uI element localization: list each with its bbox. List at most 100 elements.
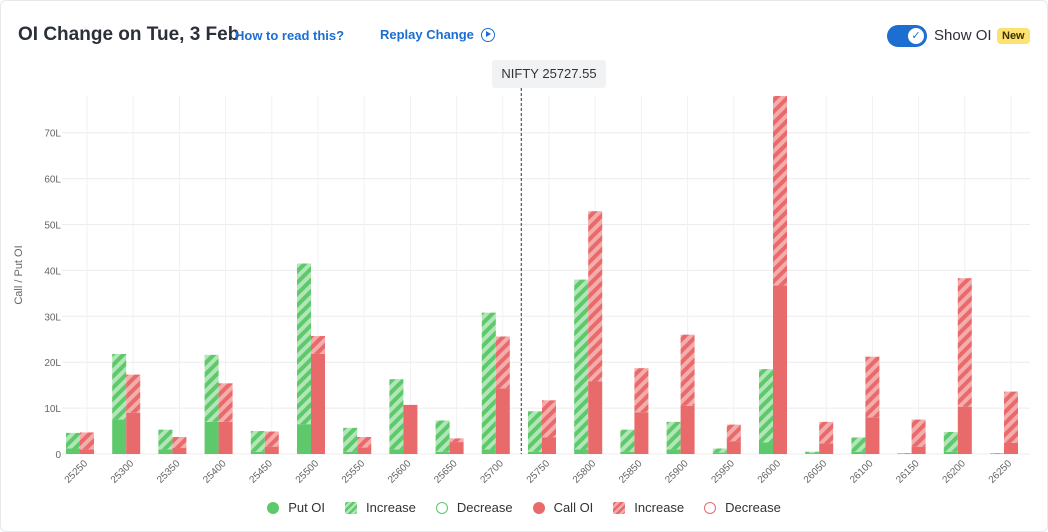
put-increase-bar — [158, 429, 173, 450]
x-tick-label: 25500 — [294, 458, 322, 486]
call-oi-bar — [819, 443, 834, 454]
x-tick-label: 25900 — [663, 458, 691, 486]
put-increase-bar — [574, 279, 589, 450]
show-oi-toggle[interactable]: ✓ — [887, 25, 927, 47]
replay-change-button[interactable]: Replay Change — [380, 27, 495, 42]
x-tick-label: 25550 — [340, 458, 368, 486]
put-oi-bar — [204, 421, 219, 454]
page-title: OI Change on Tue, 3 Feb — [18, 24, 240, 45]
legend-swatch-icon — [345, 501, 358, 514]
call-increase-bar — [819, 421, 834, 444]
call-increase-bar — [218, 383, 233, 422]
put-oi-bar — [435, 451, 450, 454]
put-increase-bar — [66, 432, 80, 449]
play-circle-icon — [480, 27, 495, 42]
legend-label: Increase — [366, 500, 416, 515]
call-oi-bar — [403, 405, 418, 454]
legend-swatch-icon — [267, 501, 280, 514]
x-tick-label: 26150 — [894, 458, 922, 486]
x-tick-label: 25700 — [478, 458, 506, 486]
check-icon: ✓ — [908, 28, 924, 44]
put-oi-bar — [759, 442, 773, 454]
call-oi-bar — [680, 405, 695, 454]
legend-label: Put OI — [288, 500, 326, 515]
put-oi-bar — [343, 451, 358, 454]
x-tick-label: 25650 — [432, 458, 460, 486]
call-oi-bar — [80, 449, 94, 454]
put-oi-bar — [851, 451, 866, 454]
y-tick-label: 70L — [44, 129, 61, 140]
x-tick-label: 26100 — [848, 458, 876, 486]
x-tick-label: 25750 — [525, 458, 553, 486]
call-increase-bar — [680, 334, 695, 406]
put-increase-bar — [620, 429, 635, 452]
legend-item-call-outline[interactable]: Decrease — [704, 500, 781, 515]
legend-label: Decrease — [725, 500, 781, 515]
call-increase-bar — [1004, 391, 1018, 443]
call-oi-bar — [634, 412, 649, 454]
x-tick-label: 25300 — [109, 458, 137, 486]
call-increase-bar — [357, 437, 372, 448]
legend-item-put-hatch[interactable]: Increase — [345, 500, 416, 515]
legend-item-put-outline[interactable]: Decrease — [435, 500, 513, 515]
x-tick-label: 25950 — [709, 458, 737, 486]
y-tick-label: 50L — [44, 221, 61, 232]
y-axis-label: Call / Put OI — [13, 245, 25, 304]
x-tick-label: 25400 — [201, 458, 229, 486]
call-increase-bar — [126, 374, 141, 413]
put-oi-bar — [805, 453, 820, 454]
put-oi-bar — [712, 452, 727, 454]
put-increase-bar — [112, 353, 127, 420]
call-oi-bar — [588, 381, 603, 454]
call-oi-bar — [449, 442, 464, 454]
x-tick-label: 26250 — [987, 458, 1015, 486]
call-decrease-bar — [403, 404, 418, 407]
x-tick-label: 26200 — [940, 458, 968, 486]
call-increase-bar — [773, 96, 787, 286]
put-increase-bar — [759, 369, 773, 443]
legend-swatch-icon — [532, 501, 545, 514]
call-oi-bar — [911, 446, 926, 454]
call-oi-bar — [357, 447, 372, 454]
put-increase-bar — [343, 427, 358, 452]
call-oi-bar — [126, 412, 141, 454]
put-increase-bar — [204, 354, 219, 422]
legend-item-call-hatch[interactable]: Increase — [613, 500, 684, 515]
x-tick-label: 25350 — [155, 458, 183, 486]
call-oi-bar — [264, 446, 279, 454]
call-increase-bar — [80, 432, 94, 450]
put-oi-bar — [481, 449, 496, 454]
put-oi-bar — [528, 451, 542, 454]
call-increase-bar — [957, 278, 972, 407]
legend-label: Increase — [634, 500, 685, 515]
x-tick-label: 25450 — [247, 458, 275, 486]
how-to-read-link[interactable]: How to read this? — [235, 28, 345, 43]
legend-item-call-solid[interactable]: Call OI — [532, 500, 594, 515]
put-oi-bar — [66, 448, 80, 454]
x-tick-label: 25800 — [571, 458, 599, 486]
put-increase-bar — [943, 431, 958, 452]
put-increase-bar — [528, 411, 542, 452]
legend-item-put-solid[interactable]: Put OI — [267, 500, 325, 515]
x-tick-label: 26050 — [802, 458, 830, 486]
new-badge: New — [997, 28, 1030, 44]
legend-label: Call OI — [553, 500, 594, 515]
call-increase-bar — [865, 356, 880, 418]
put-oi-bar — [389, 449, 404, 454]
put-oi-bar — [112, 419, 127, 454]
call-increase-bar — [726, 424, 741, 442]
put-oi-bar — [943, 451, 958, 454]
call-oi-bar — [957, 406, 972, 454]
put-increase-bar — [666, 421, 681, 450]
call-oi-bar — [542, 437, 556, 454]
put-oi-bar — [666, 449, 681, 454]
y-tick-label: 20L — [44, 358, 61, 369]
legend-swatch-icon — [704, 501, 717, 514]
spot-price-label: NIFTY 25727.55 — [492, 60, 606, 88]
call-increase-bar — [311, 336, 325, 354]
call-increase-bar — [588, 211, 603, 382]
put-increase-bar — [481, 312, 496, 450]
y-tick-label: 30L — [44, 312, 61, 323]
y-tick-label: 10L — [44, 404, 61, 415]
